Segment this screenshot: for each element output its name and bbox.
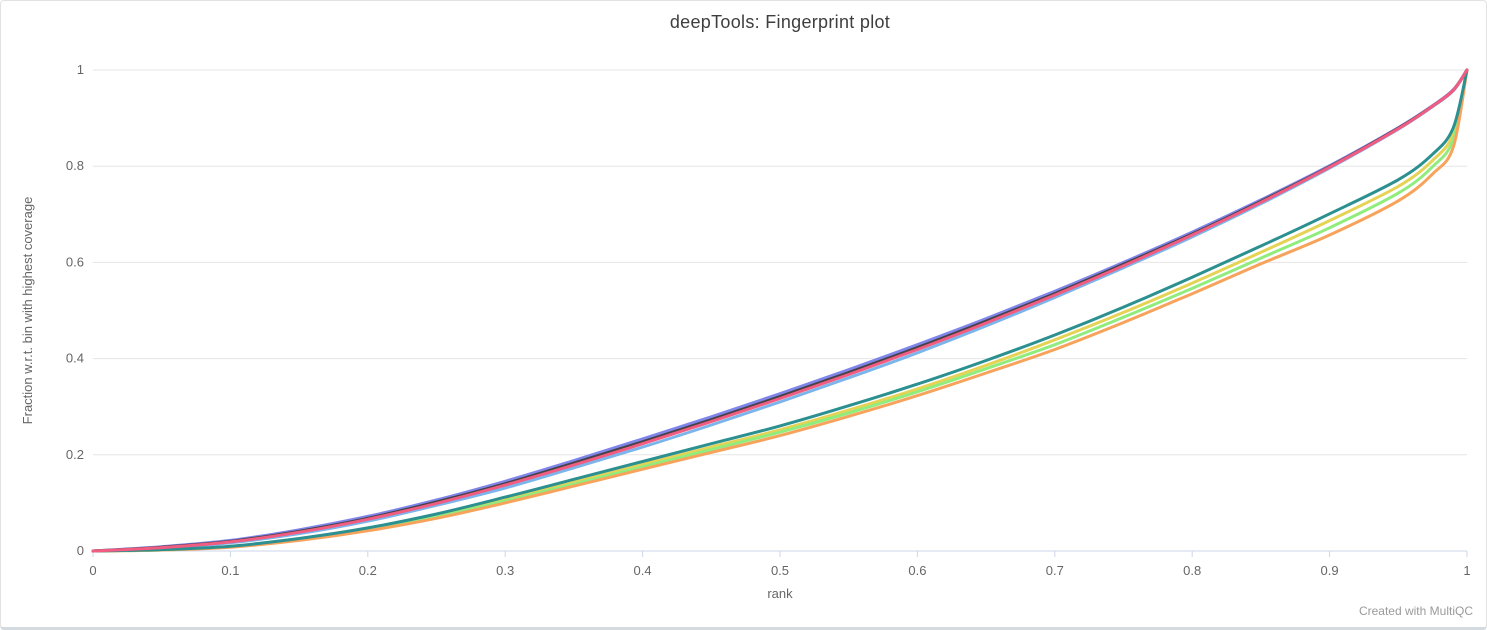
x-tick-label: 0.8 <box>1183 563 1201 578</box>
y-tick-label: 0 <box>77 543 84 558</box>
x-tick-label: 0.7 <box>1046 563 1064 578</box>
series-line-pink[interactable] <box>91 68 1469 553</box>
series-line-purple[interactable] <box>91 68 1469 553</box>
x-tick-label: 0 <box>89 563 96 578</box>
x-tick-label: 0.6 <box>908 563 926 578</box>
x-tick-label: 1 <box>1463 563 1470 578</box>
series-line-light-blue[interactable] <box>91 68 1469 553</box>
multiqc-watermark-link[interactable]: Created with MultiQC <box>1358 604 1473 618</box>
x-tick-label: 0.3 <box>496 563 514 578</box>
series-line-yellow[interactable] <box>91 68 1469 553</box>
x-tick-label: 0.9 <box>1321 563 1339 578</box>
y-tick-label: 0.8 <box>66 158 84 173</box>
series-line-orange[interactable] <box>91 68 1469 553</box>
x-tick-label: 0.5 <box>771 563 789 578</box>
chart-title: deepTools: Fingerprint plot <box>669 12 891 32</box>
y-tick-label: 0.4 <box>66 351 84 366</box>
x-tick-label: 0.2 <box>359 563 377 578</box>
x-axis-title: rank <box>767 586 793 601</box>
x-tick-label: 0.4 <box>634 563 652 578</box>
y-tick-label: 0.2 <box>66 447 84 462</box>
y-axis-title: Fraction w.r.t. bin with highest coverag… <box>20 197 35 425</box>
series-line-teal[interactable] <box>91 68 1469 553</box>
x-tick-label: 0.1 <box>221 563 239 578</box>
y-tick-label: 1 <box>77 62 84 77</box>
y-tick-label: 0.6 <box>66 254 84 269</box>
series-line-dark-gray[interactable] <box>91 68 1469 553</box>
series-line-green[interactable] <box>91 68 1469 553</box>
